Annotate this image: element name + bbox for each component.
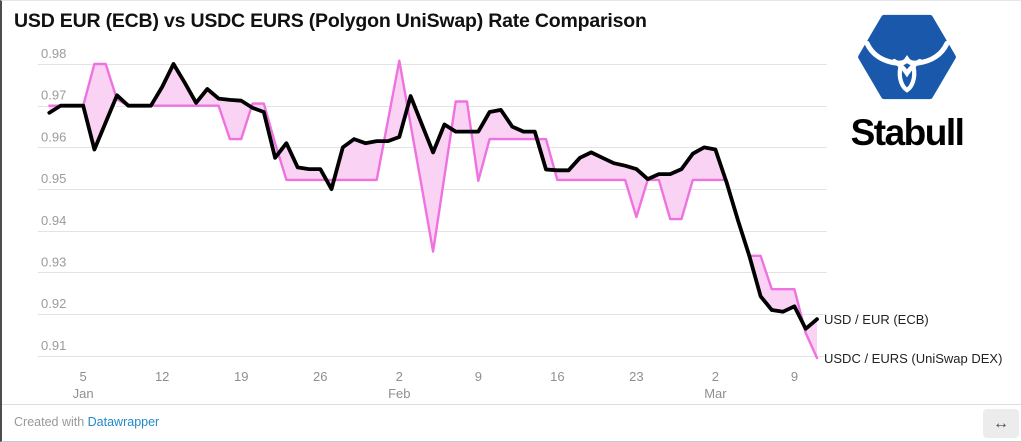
resize-button[interactable]: ↔ bbox=[983, 409, 1019, 438]
svg-text:23: 23 bbox=[629, 369, 643, 384]
svg-text:5: 5 bbox=[80, 369, 87, 384]
svg-text:26: 26 bbox=[313, 369, 327, 384]
footer-credit: Created with Datawrapper bbox=[14, 415, 159, 429]
svg-text:2: 2 bbox=[712, 369, 719, 384]
stabull-logo: Stabull bbox=[822, 13, 992, 151]
page-title: USD EUR (ECB) vs USDC EURS (Polygon UniS… bbox=[14, 10, 647, 32]
bull-hexagon-icon bbox=[858, 14, 956, 100]
svg-text:0.97: 0.97 bbox=[41, 88, 66, 103]
svg-text:9: 9 bbox=[791, 369, 798, 384]
svg-text:Mar: Mar bbox=[704, 386, 727, 401]
series-label-usdc-eurs: USDC / EURS (UniSwap DEX) bbox=[824, 350, 1003, 366]
svg-text:0.95: 0.95 bbox=[41, 171, 66, 186]
brand-wordmark: Stabull bbox=[850, 112, 965, 153]
svg-text:0.92: 0.92 bbox=[41, 296, 66, 311]
svg-text:2: 2 bbox=[396, 369, 403, 384]
resize-arrows-icon: ↔ bbox=[993, 415, 1009, 432]
rate-comparison-chart[interactable]: 0.98 0.97 0.96 0.95 0.94 0.93 0.92 0.91 5 Jan 12 19… bbox=[2, 1, 1021, 406]
svg-text:0.93: 0.93 bbox=[41, 255, 66, 270]
svg-text:0.96: 0.96 bbox=[41, 129, 66, 144]
datawrapper-link[interactable]: Datawrapper bbox=[87, 415, 160, 429]
series-label-usd-eur: USD / EUR (ECB) bbox=[824, 312, 929, 328]
credit-prefix: Created with bbox=[14, 415, 88, 429]
svg-text:12: 12 bbox=[155, 369, 169, 384]
svg-text:0.91: 0.91 bbox=[41, 338, 66, 353]
svg-text:0.98: 0.98 bbox=[41, 46, 66, 61]
footer: Created with Datawrapper ↔ bbox=[2, 404, 1021, 441]
svg-text:Feb: Feb bbox=[388, 386, 410, 401]
svg-text:9: 9 bbox=[475, 369, 482, 384]
svg-text:0.94: 0.94 bbox=[41, 213, 66, 228]
svg-text:19: 19 bbox=[234, 369, 248, 384]
svg-text:16: 16 bbox=[550, 369, 564, 384]
svg-text:Jan: Jan bbox=[73, 386, 94, 401]
